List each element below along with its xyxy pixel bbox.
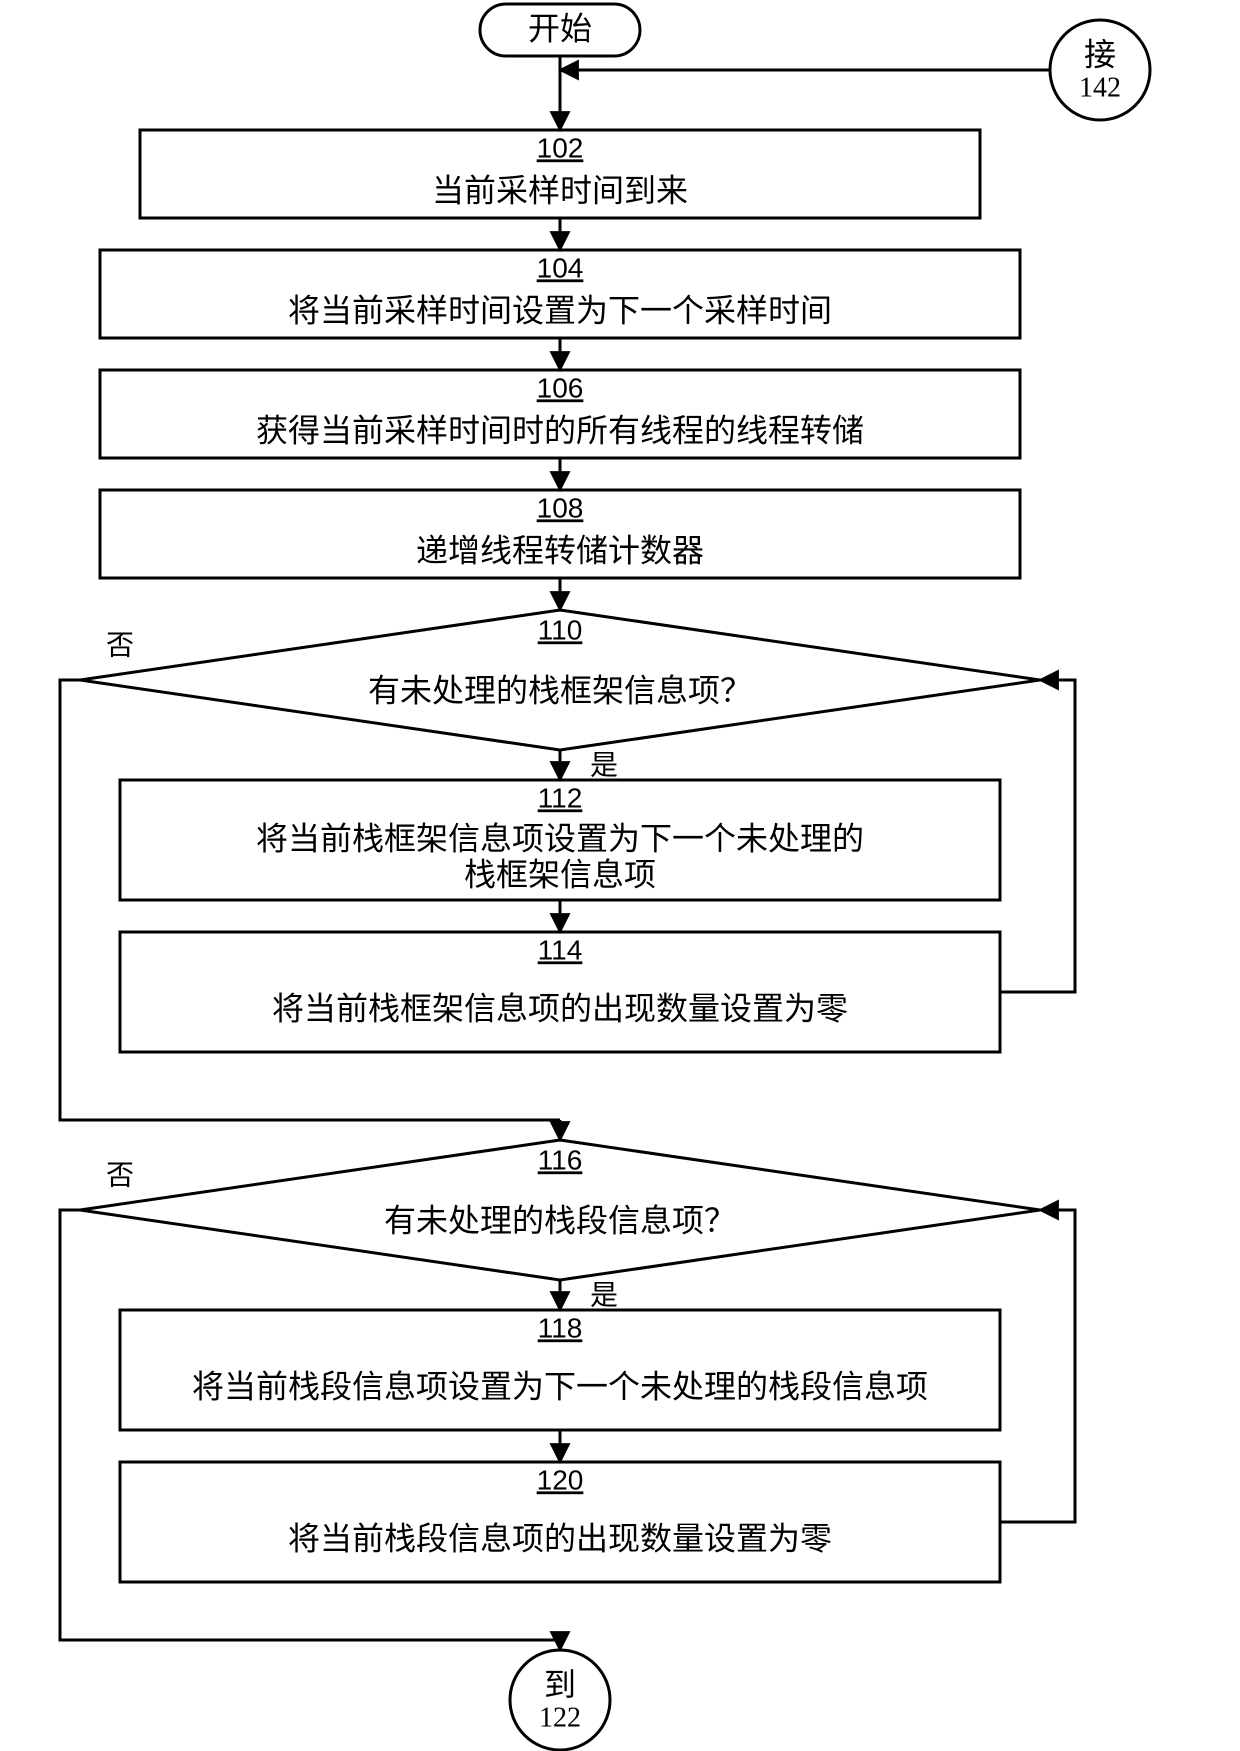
start-label: 开始 <box>528 10 592 46</box>
svg-text:120: 120 <box>537 1464 584 1495</box>
svg-text:102: 102 <box>537 132 584 163</box>
svg-text:104: 104 <box>537 252 584 283</box>
svg-text:是: 是 <box>590 1280 618 1311</box>
svg-text:108: 108 <box>537 492 584 523</box>
svg-text:将当前采样时间设置为下一个采样时间: 将当前采样时间设置为下一个采样时间 <box>288 292 832 328</box>
svg-text:将当前栈框架信息项设置为下一个未处理的: 将当前栈框架信息项设置为下一个未处理的 <box>256 820 864 856</box>
svg-text:110: 110 <box>538 614 583 645</box>
svg-text:将当前栈段信息项的出现数量设置为零: 将当前栈段信息项的出现数量设置为零 <box>288 1520 832 1556</box>
svg-text:有未处理的栈框架信息项？: 有未处理的栈框架信息项？ <box>368 672 752 708</box>
svg-text:122: 122 <box>539 1702 581 1733</box>
svg-text:112: 112 <box>538 782 583 813</box>
svg-text:到: 到 <box>544 1666 576 1702</box>
svg-text:接: 接 <box>1084 36 1116 72</box>
svg-text:是: 是 <box>590 750 618 781</box>
svg-text:118: 118 <box>538 1312 583 1343</box>
svg-text:114: 114 <box>538 934 583 965</box>
svg-text:否: 否 <box>106 1160 134 1191</box>
svg-text:获得当前采样时间时的所有线程的线程转储: 获得当前采样时间时的所有线程的线程转储 <box>256 412 864 448</box>
svg-text:栈框架信息项: 栈框架信息项 <box>464 856 656 892</box>
flowchart: 开始接142 102 当前采样时间到来 104 将当前采样时间设置为下一个采样时间 106… <box>0 0 1240 1751</box>
svg-text:106: 106 <box>537 372 584 403</box>
svg-text:递增线程转储计数器: 递增线程转储计数器 <box>416 532 704 568</box>
svg-text:142: 142 <box>1079 72 1121 103</box>
svg-text:将当前栈段信息项设置为下一个未处理的栈段信息项: 将当前栈段信息项设置为下一个未处理的栈段信息项 <box>192 1368 928 1404</box>
svg-text:116: 116 <box>538 1144 583 1175</box>
svg-text:当前采样时间到来: 当前采样时间到来 <box>432 172 688 208</box>
svg-text:将当前栈框架信息项的出现数量设置为零: 将当前栈框架信息项的出现数量设置为零 <box>272 990 848 1026</box>
svg-text:否: 否 <box>106 630 134 661</box>
svg-text:有未处理的栈段信息项？: 有未处理的栈段信息项？ <box>384 1202 736 1238</box>
